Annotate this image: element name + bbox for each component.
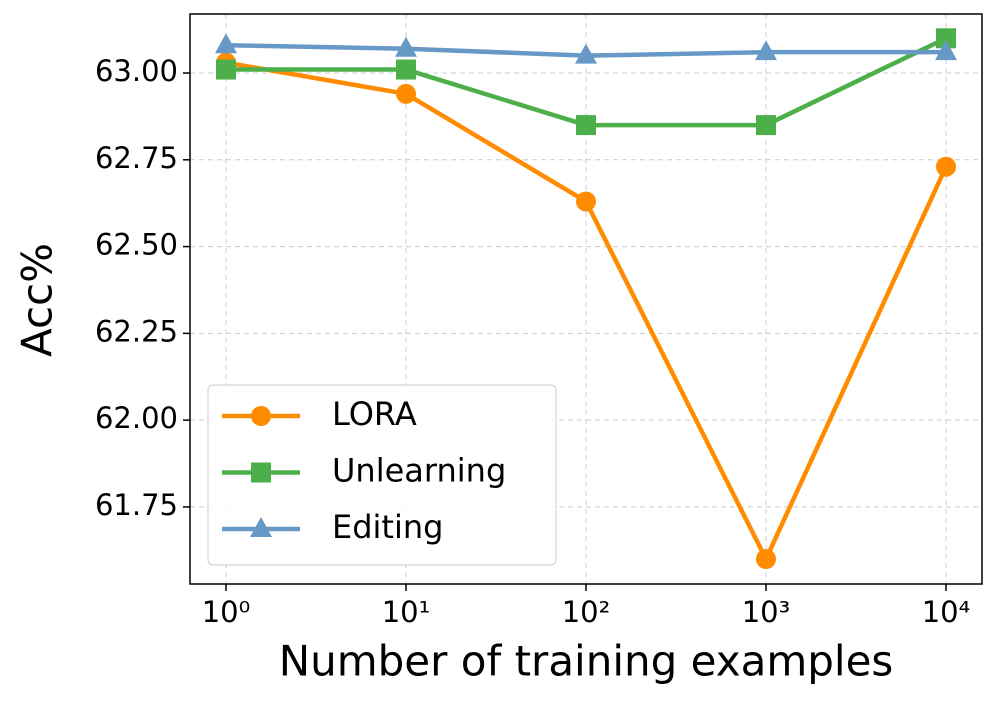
x-tick-label: 10³ xyxy=(742,595,791,629)
marker xyxy=(934,40,957,61)
marker xyxy=(575,115,596,136)
legend-label: Editing xyxy=(332,508,443,546)
marker xyxy=(395,59,416,80)
legend: LORA Unlearning Editing xyxy=(207,384,557,566)
marker xyxy=(394,36,417,57)
marker xyxy=(575,191,596,212)
y-tick-label: 62.75 xyxy=(95,141,178,175)
x-tick-label: 10¹ xyxy=(382,595,431,629)
marker xyxy=(251,406,271,426)
marker xyxy=(214,33,237,54)
y-axis-label: Acc% xyxy=(13,243,62,357)
marker xyxy=(755,549,776,570)
marker xyxy=(251,462,271,483)
marker xyxy=(754,40,777,61)
legend-box xyxy=(207,384,557,566)
marker xyxy=(395,83,416,104)
x-tick-label: 10⁴ xyxy=(922,595,971,629)
x-tick-label: 10⁰ xyxy=(202,595,251,629)
y-tick-label: 62.50 xyxy=(95,228,178,262)
legend-label: Unlearning xyxy=(332,452,506,490)
marker xyxy=(215,59,236,80)
marker xyxy=(935,156,956,177)
marker xyxy=(755,115,776,136)
y-tick-label: 62.25 xyxy=(95,314,178,348)
marker xyxy=(574,43,597,64)
y-tick-label: 61.75 xyxy=(95,488,178,522)
plot-frame xyxy=(189,13,983,585)
marker xyxy=(935,28,956,49)
marker xyxy=(250,517,272,537)
y-tick-label: 63.00 xyxy=(95,54,178,88)
x-tick-label: 10² xyxy=(562,595,611,629)
x-axis-label: Number of training examples xyxy=(279,637,894,686)
legend-label: LORA xyxy=(332,395,417,433)
y-tick-label: 62.00 xyxy=(95,401,178,435)
